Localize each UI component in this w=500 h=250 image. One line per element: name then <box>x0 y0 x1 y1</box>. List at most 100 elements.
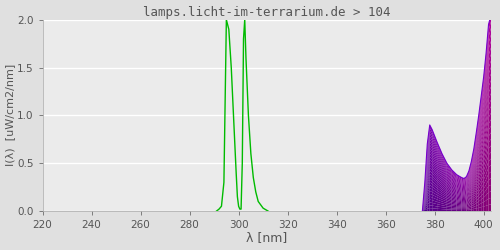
Polygon shape <box>481 193 484 200</box>
Polygon shape <box>488 120 491 130</box>
Polygon shape <box>430 171 432 176</box>
Polygon shape <box>462 183 464 185</box>
Polygon shape <box>432 206 437 209</box>
Polygon shape <box>478 96 481 118</box>
Polygon shape <box>472 168 474 178</box>
Polygon shape <box>425 184 428 200</box>
Polygon shape <box>476 195 478 200</box>
Polygon shape <box>430 165 432 170</box>
Polygon shape <box>442 196 447 200</box>
Polygon shape <box>428 165 430 177</box>
Polygon shape <box>469 173 472 182</box>
Polygon shape <box>478 142 481 157</box>
Polygon shape <box>481 77 484 100</box>
Polygon shape <box>422 206 425 211</box>
Polygon shape <box>486 124 488 143</box>
Polygon shape <box>472 151 474 164</box>
Polygon shape <box>476 138 478 154</box>
Polygon shape <box>422 202 425 211</box>
Polygon shape <box>472 180 474 188</box>
Polygon shape <box>447 171 452 178</box>
Polygon shape <box>469 180 472 187</box>
Polygon shape <box>428 134 430 153</box>
Polygon shape <box>428 174 430 184</box>
Polygon shape <box>462 200 464 201</box>
Polygon shape <box>488 100 491 112</box>
Polygon shape <box>472 153 474 166</box>
Polygon shape <box>466 210 469 211</box>
Polygon shape <box>432 149 437 160</box>
Polygon shape <box>428 136 430 155</box>
Polygon shape <box>442 190 447 195</box>
Polygon shape <box>484 58 486 86</box>
Polygon shape <box>462 198 464 199</box>
Polygon shape <box>478 134 481 150</box>
Polygon shape <box>442 176 447 184</box>
Polygon shape <box>437 195 442 200</box>
Polygon shape <box>476 122 478 141</box>
Polygon shape <box>474 164 476 176</box>
Polygon shape <box>476 141 478 156</box>
Polygon shape <box>466 198 469 201</box>
Polygon shape <box>481 131 484 146</box>
Polygon shape <box>425 193 428 204</box>
Polygon shape <box>476 131 478 148</box>
Polygon shape <box>462 179 464 181</box>
Polygon shape <box>432 162 437 172</box>
Polygon shape <box>476 170 478 180</box>
Polygon shape <box>474 143 476 159</box>
Polygon shape <box>447 208 452 210</box>
Polygon shape <box>452 190 456 194</box>
Polygon shape <box>447 182 452 188</box>
Polygon shape <box>472 174 474 183</box>
Polygon shape <box>486 24 488 58</box>
Polygon shape <box>466 191 469 195</box>
Polygon shape <box>464 202 466 203</box>
Polygon shape <box>447 179 452 185</box>
Polygon shape <box>464 195 466 197</box>
Polygon shape <box>430 160 432 165</box>
Polygon shape <box>486 155 488 169</box>
Polygon shape <box>428 208 430 211</box>
Polygon shape <box>476 160 478 172</box>
Polygon shape <box>456 189 462 192</box>
Polygon shape <box>452 196 456 199</box>
Polygon shape <box>425 144 428 183</box>
Polygon shape <box>422 200 425 211</box>
Polygon shape <box>478 104 481 125</box>
Polygon shape <box>462 210 464 211</box>
Polygon shape <box>428 160 430 173</box>
Polygon shape <box>466 200 469 203</box>
Polygon shape <box>474 182 476 190</box>
Polygon shape <box>452 184 456 188</box>
Polygon shape <box>486 205 488 211</box>
Polygon shape <box>447 195 452 199</box>
Polygon shape <box>425 148 428 185</box>
Polygon shape <box>481 86 484 108</box>
Polygon shape <box>428 194 430 200</box>
Polygon shape <box>466 207 469 209</box>
Polygon shape <box>425 209 428 211</box>
X-axis label: λ [nm]: λ [nm] <box>246 232 288 244</box>
Polygon shape <box>472 201 474 204</box>
Polygon shape <box>447 168 452 175</box>
Polygon shape <box>456 204 462 206</box>
Polygon shape <box>469 184 472 191</box>
Polygon shape <box>488 132 491 143</box>
Polygon shape <box>484 148 486 162</box>
Polygon shape <box>437 158 442 169</box>
Polygon shape <box>462 182 464 184</box>
Polygon shape <box>442 175 447 182</box>
Polygon shape <box>428 145 430 162</box>
Polygon shape <box>476 176 478 185</box>
Polygon shape <box>476 192 478 198</box>
Polygon shape <box>442 205 447 208</box>
Polygon shape <box>456 188 462 191</box>
Polygon shape <box>428 205 430 209</box>
Polygon shape <box>488 146 491 155</box>
Polygon shape <box>437 147 442 160</box>
Polygon shape <box>432 184 437 190</box>
Polygon shape <box>469 203 472 206</box>
Polygon shape <box>462 206 464 207</box>
Polygon shape <box>422 197 425 211</box>
